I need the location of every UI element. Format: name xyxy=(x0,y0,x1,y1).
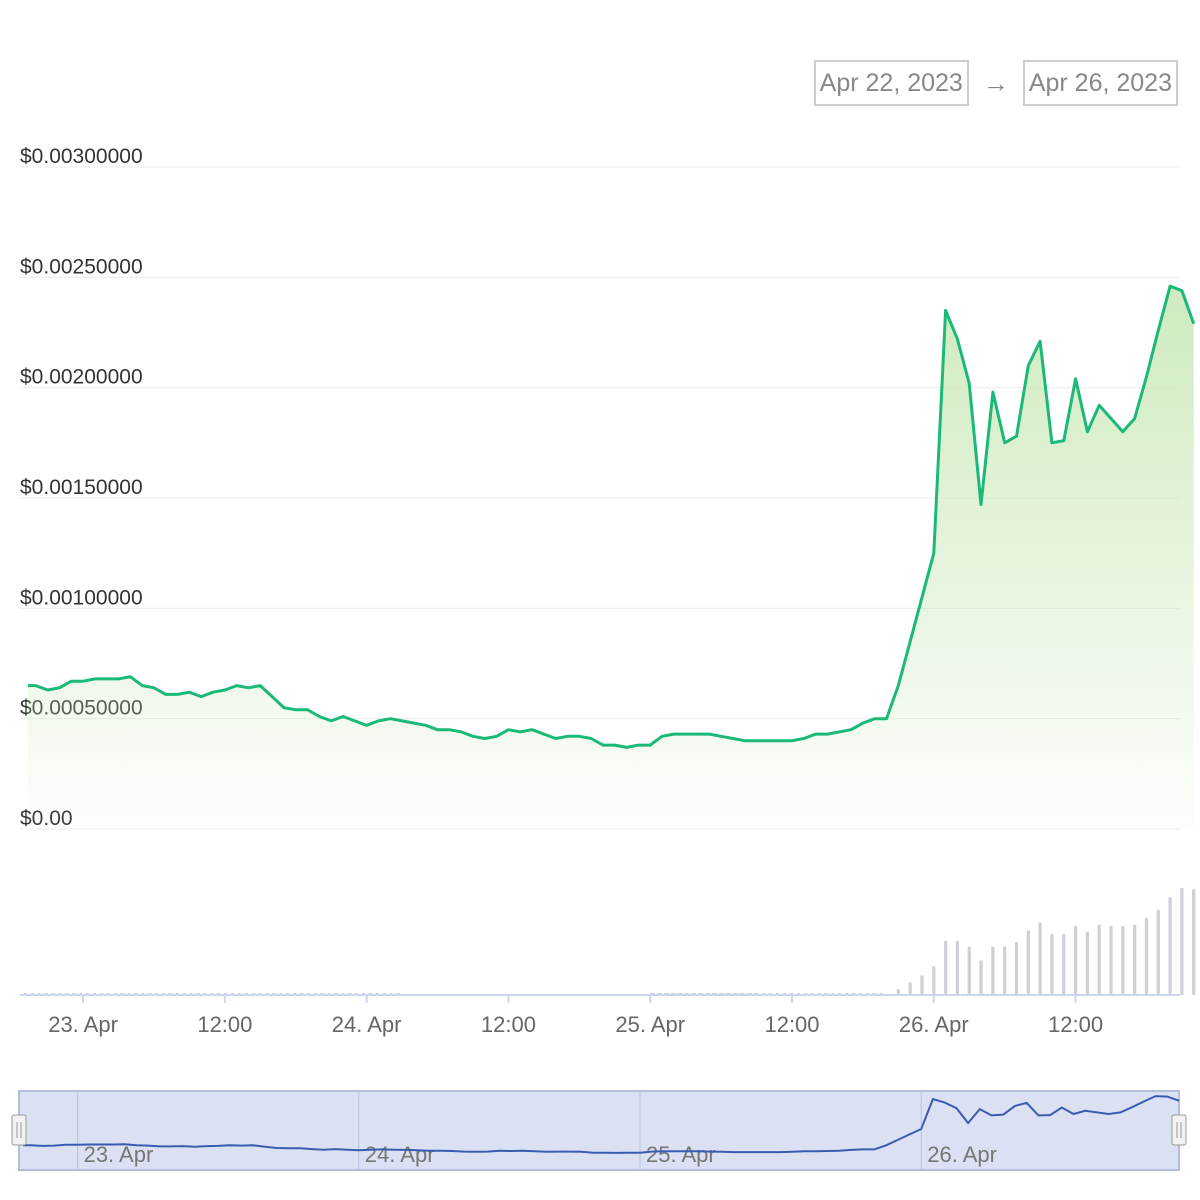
x-tick-label: 12:00 xyxy=(1048,1012,1103,1037)
price-series-line xyxy=(27,284,1196,749)
volume-bar xyxy=(1003,946,1007,995)
price-line xyxy=(27,284,1196,749)
volume-bar xyxy=(1062,934,1066,995)
navigator-window[interactable] xyxy=(18,1090,1180,1171)
volume-bar xyxy=(1133,924,1137,995)
date-from-input[interactable]: Apr 22, 2023 xyxy=(813,60,969,106)
navigator-label: 25. Apr xyxy=(646,1142,716,1167)
x-axis: 23. Apr 12:00 24. Apr 12:00 25. Apr 12:00 26. … xyxy=(20,994,1180,1037)
volume-bar xyxy=(1192,889,1196,995)
volume-bar xyxy=(1168,897,1172,995)
x-tick-label: 24. Apr xyxy=(332,1012,402,1037)
volume-bar xyxy=(908,982,912,995)
x-tick-label: 12:00 xyxy=(764,1012,819,1037)
volume-bar xyxy=(1073,926,1078,995)
volume-bar xyxy=(991,946,995,995)
handle-body[interactable] xyxy=(1171,1114,1187,1146)
volume-bar xyxy=(1180,888,1184,995)
volume-bar xyxy=(1026,930,1030,995)
navigator-series-line xyxy=(22,1095,1180,1154)
volume-bar xyxy=(1014,942,1019,995)
volume-bar xyxy=(920,975,924,995)
volume-bar xyxy=(932,966,936,995)
volume-bar xyxy=(896,989,900,995)
y-tick-label: $0.00100000 xyxy=(20,586,143,609)
volume-bars xyxy=(24,888,1196,995)
volume-bar xyxy=(1097,924,1101,995)
y-tick-label: $0.00150000 xyxy=(20,476,143,499)
volume-bar xyxy=(944,940,948,995)
date-to-input[interactable]: Apr 26, 2023 xyxy=(1022,60,1178,106)
y-tick-label: $0.00300000 xyxy=(20,145,143,168)
navigator-right-handle[interactable] xyxy=(1171,1114,1187,1146)
x-tick-label: 12:00 xyxy=(481,1012,536,1037)
x-tick-label: 26. Apr xyxy=(899,1012,969,1037)
date-range-selector: Apr 22, 2023 → Apr 26, 2023 xyxy=(813,60,1178,106)
volume-bar xyxy=(1144,917,1149,995)
navigator-label: 26. Apr xyxy=(927,1142,997,1167)
navigator[interactable]: 23. Apr 24. Apr 25. Apr 26. Apr xyxy=(11,1090,1187,1171)
handle-body[interactable] xyxy=(11,1114,27,1146)
volume-bar xyxy=(1109,926,1113,995)
volume-bar xyxy=(967,946,971,995)
volume-bar xyxy=(1085,931,1089,995)
volume-bar xyxy=(979,960,983,995)
range-arrow-icon: → xyxy=(982,67,1009,98)
y-tick-label: $0.00250000 xyxy=(20,255,143,278)
navigator-label: 24. Apr xyxy=(365,1142,435,1167)
navigator-left-handle[interactable] xyxy=(11,1114,27,1146)
volume-bar xyxy=(1121,926,1125,995)
price-area xyxy=(27,286,1194,829)
y-tick-label: $0.00200000 xyxy=(20,366,143,389)
x-tick-label: 12:00 xyxy=(197,1012,252,1037)
price-area-fill xyxy=(27,286,1194,829)
volume-bar xyxy=(1050,934,1054,995)
x-tick-label: 23. Apr xyxy=(48,1012,118,1037)
x-tick-label: 25. Apr xyxy=(615,1012,685,1037)
volume-bar xyxy=(1038,922,1042,995)
volume-bar xyxy=(1156,909,1160,995)
volume-bar xyxy=(955,940,960,995)
